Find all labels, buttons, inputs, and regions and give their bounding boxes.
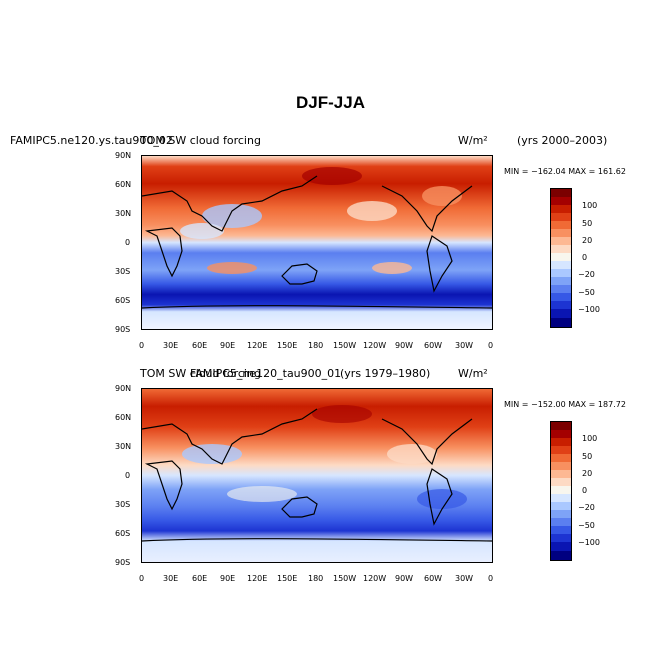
panel2-lat-tick-60n: 60N — [115, 413, 132, 422]
panel2-lon-tick: 60E — [192, 574, 208, 583]
panel2-lon-tick: 180 — [308, 574, 324, 583]
panel2-colorbar-label: 0 — [582, 486, 588, 495]
panel1-lon-tick: 60E — [192, 341, 208, 350]
panel2-lon-tick: 0 — [488, 574, 494, 583]
panel2-lon-tick: 30E — [163, 574, 179, 583]
panel2-colorbar-label: 50 — [582, 452, 593, 461]
panel2-lat-tick-90s: 90S — [115, 558, 131, 567]
panel2-lat-tick-30n: 30N — [115, 442, 132, 451]
panel2-colorbar-label: −100 — [578, 538, 600, 547]
panel1-lon-tick: 150W — [333, 341, 357, 350]
panel1-lon-tick: 90W — [395, 341, 414, 350]
panel2-lon-tick: 150W — [333, 574, 357, 583]
panel1-lat-tick-30n: 30N — [115, 209, 132, 218]
panel1-min-max: MIN = −162.04 MAX = 161.62 — [504, 167, 626, 176]
panel2-lon-tick: 90E — [220, 574, 236, 583]
panel1-years: (yrs 2000–2003) — [517, 134, 608, 147]
panel2-variable-title: TOM SW cloud forcing — [140, 367, 261, 380]
panel2-lon-tick: 90W — [395, 574, 414, 583]
panel2-years: (yrs 1979–1980) — [340, 367, 431, 380]
panel2-units: W/m² — [458, 367, 488, 380]
panel1-map — [141, 155, 493, 330]
panel2-map-field — [142, 389, 492, 562]
panel1-lon-tick: 30E — [163, 341, 179, 350]
panel1-lon-tick: 180 — [308, 341, 324, 350]
panel2-lat-tick-0: 0 — [125, 471, 131, 480]
panel2-lon-tick: 120W — [363, 574, 387, 583]
panel2-colorbar-label: 100 — [582, 434, 598, 443]
panel1-colorbar-label: 0 — [582, 253, 588, 262]
panel1-colorbar-label: 20 — [582, 236, 593, 245]
figure-title: DJF-JJA — [296, 93, 365, 112]
panel2-lon-tick: 120E — [247, 574, 268, 583]
panel1-lat-tick-60n: 60N — [115, 180, 132, 189]
panel1-colorbar-label: −50 — [578, 288, 595, 297]
panel1-case-title: FAMIPC5.ne120.ys.tau900_02 — [10, 134, 173, 147]
panel1-colorbar — [550, 188, 572, 328]
panel1-variable-title: TOM SW cloud forcing — [140, 134, 261, 147]
panel1-lon-tick: 0 — [139, 341, 145, 350]
panel2-min-max: MIN = −152.00 MAX = 187.72 — [504, 400, 626, 409]
panel2-lon-tick: 0 — [139, 574, 145, 583]
panel2-lon-tick: 60W — [424, 574, 443, 583]
panel1-lat-tick-30s: 30S — [115, 267, 131, 276]
panel1-colorbar-label: −20 — [578, 270, 595, 279]
panel1-lat-tick-60s: 60S — [115, 296, 131, 305]
panel1-map-field — [142, 156, 492, 329]
panel1-lon-tick: 30W — [455, 341, 474, 350]
panel2-colorbar-label: −50 — [578, 521, 595, 530]
panel1-colorbar-label: 100 — [582, 201, 598, 210]
panel2-colorbar-label: −20 — [578, 503, 595, 512]
panel2-lon-tick: 30W — [455, 574, 474, 583]
panel1-lon-tick: 90E — [220, 341, 236, 350]
panel2-lon-tick: 150E — [277, 574, 298, 583]
panel1-lat-tick-90s: 90S — [115, 325, 131, 334]
panel1-lon-tick: 150E — [277, 341, 298, 350]
panel1-colorbar-label: 50 — [582, 219, 593, 228]
panel1-units: W/m² — [458, 134, 488, 147]
panel2-lat-tick-90n: 90N — [115, 384, 132, 393]
panel2-lat-tick-60s: 60S — [115, 529, 131, 538]
panel1-lon-tick: 60W — [424, 341, 443, 350]
panel1-lat-tick-0: 0 — [125, 238, 131, 247]
panel1-lon-tick: 120W — [363, 341, 387, 350]
panel2-lat-tick-30s: 30S — [115, 500, 131, 509]
panel1-lat-tick-90n: 90N — [115, 151, 132, 160]
panel1-colorbar-label: −100 — [578, 305, 600, 314]
panel1-lon-tick: 0 — [488, 341, 494, 350]
panel1-lon-tick: 120E — [247, 341, 268, 350]
panel2-case-title: FAMIPC5_ne120_tau900_01 — [190, 367, 342, 380]
panel2-map — [141, 388, 493, 563]
panel2-colorbar-label: 20 — [582, 469, 593, 478]
panel2-colorbar — [550, 421, 572, 561]
